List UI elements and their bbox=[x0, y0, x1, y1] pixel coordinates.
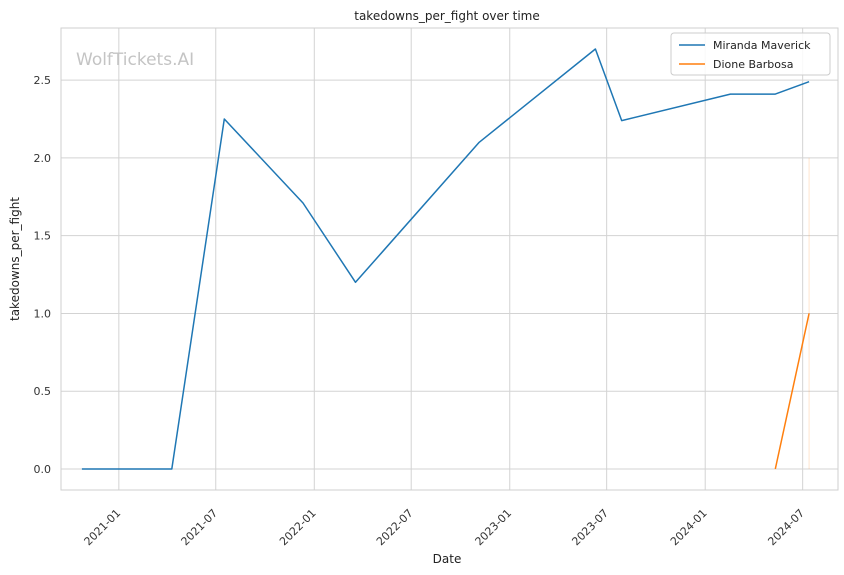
series-line-2 bbox=[774, 313, 810, 470]
series-line-1 bbox=[81, 48, 810, 470]
y-axis-title: takedowns_per_fight bbox=[8, 197, 22, 321]
y-tick-label: 2.5 bbox=[34, 74, 52, 87]
chart-title: takedowns_per_fight over time bbox=[354, 9, 540, 23]
x-tick-label: 2024-01 bbox=[668, 507, 710, 549]
x-tick-label: 2022-07 bbox=[374, 507, 416, 549]
x-tick-label: 2024-07 bbox=[765, 507, 807, 549]
x-tick-label: 2022-01 bbox=[277, 507, 319, 549]
y-tick-labels: 0.0 0.5 1.0 1.5 2.0 2.5 bbox=[34, 74, 52, 476]
x-tick-label: 2021-07 bbox=[179, 507, 221, 549]
plot-area bbox=[60, 27, 839, 491]
series-layer bbox=[81, 48, 810, 470]
x-axis-title: Date bbox=[433, 552, 462, 566]
y-tick-label: 0.0 bbox=[34, 463, 52, 476]
x-tick-label: 2023-01 bbox=[473, 507, 515, 549]
y-tick-label: 1.5 bbox=[34, 230, 52, 243]
y-tick-label: 1.0 bbox=[34, 307, 52, 320]
x-tick-label: 2023-07 bbox=[569, 507, 611, 549]
legend-label: Miranda Maverick bbox=[713, 39, 811, 52]
legend-box bbox=[670, 32, 831, 76]
legend-label: Dione Barbosa bbox=[713, 58, 794, 71]
y-tick-label: 2.0 bbox=[34, 152, 52, 165]
x-tick-label: 2021-01 bbox=[82, 507, 124, 549]
watermark: WolfTickets.AI bbox=[76, 50, 194, 70]
x-tick-labels: 2021-01 2021-07 2022-01 2022-07 2023-01 2023-… bbox=[82, 507, 808, 549]
grid-lines bbox=[61, 28, 838, 490]
y-tick-label: 0.5 bbox=[34, 385, 52, 398]
legend: Miranda Maverick Dione Barbosa bbox=[670, 32, 831, 76]
